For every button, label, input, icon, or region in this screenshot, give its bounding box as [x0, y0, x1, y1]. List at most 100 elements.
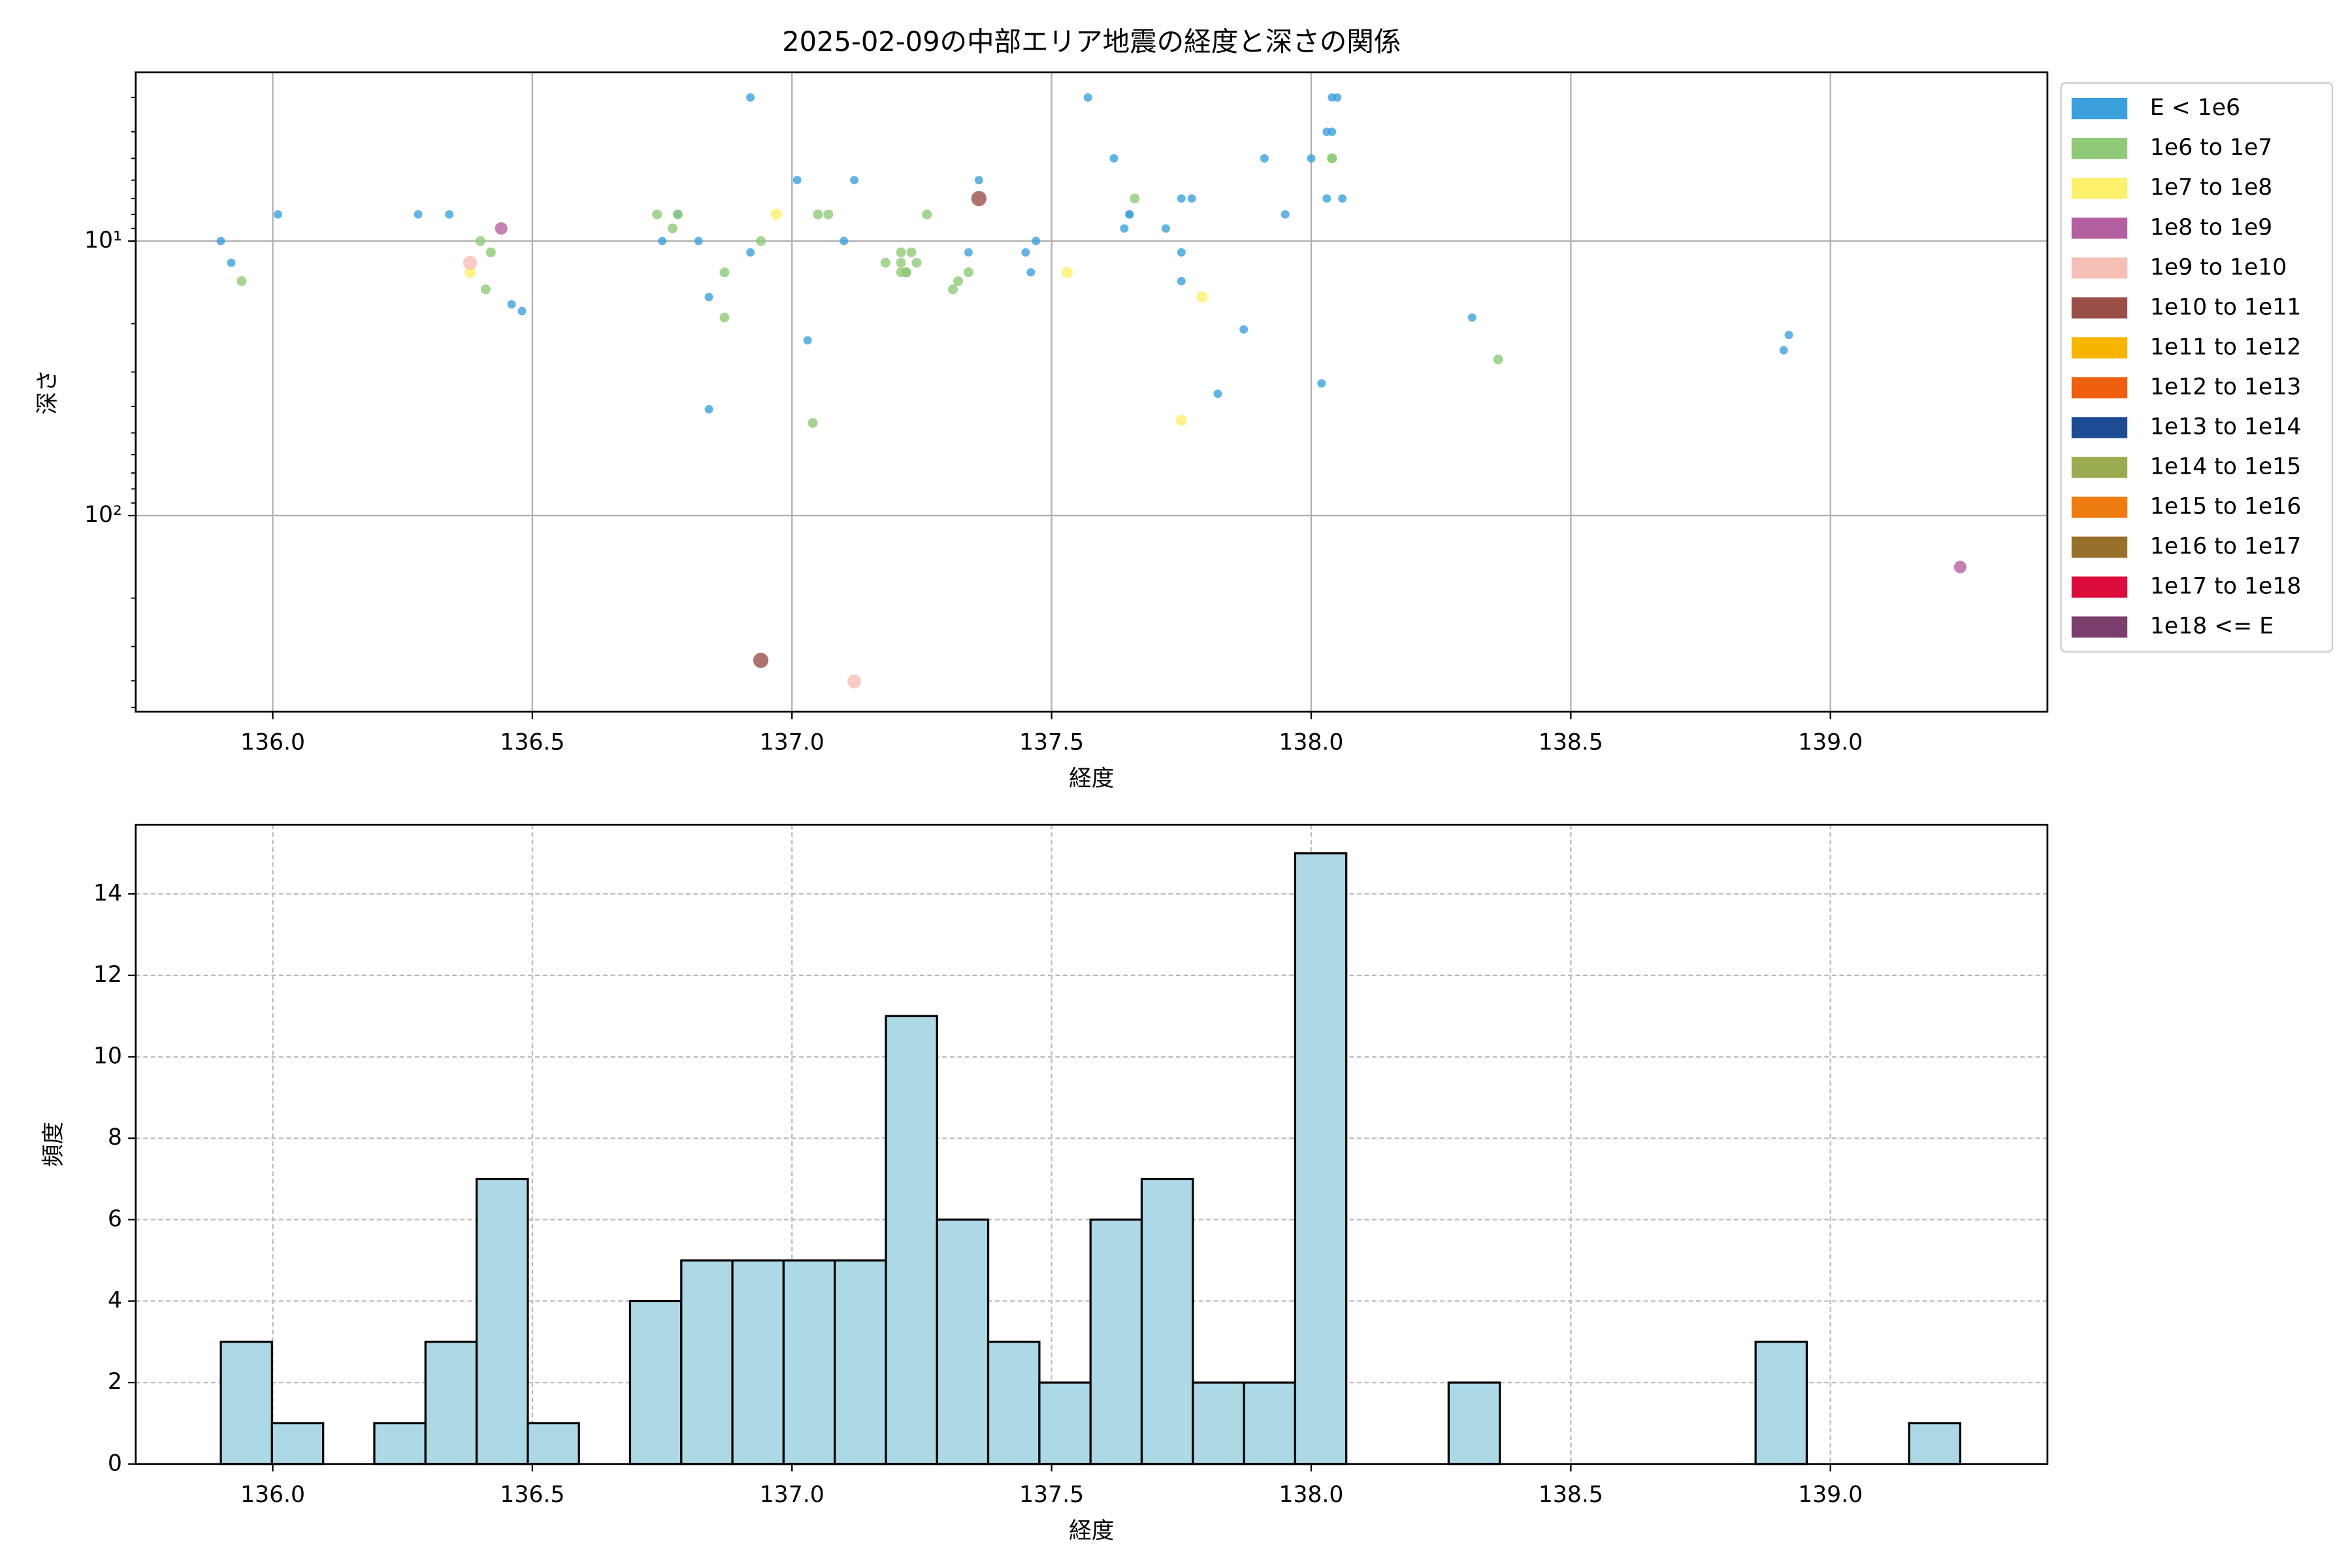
- point: [1213, 389, 1222, 399]
- point: [911, 257, 922, 268]
- point: [803, 336, 812, 345]
- point: [753, 653, 769, 668]
- bar: [527, 1422, 580, 1465]
- point: [672, 209, 683, 220]
- point: [808, 417, 818, 428]
- point: [704, 404, 713, 414]
- point: [1130, 193, 1140, 204]
- x-tick-label: 137.0: [760, 730, 825, 756]
- x-tick-label: 136.0: [240, 1482, 305, 1508]
- bar: [1140, 1177, 1194, 1465]
- y-tick-label: 6: [108, 1206, 122, 1232]
- legend-swatch: [2071, 616, 2128, 638]
- point: [480, 284, 491, 295]
- bar: [629, 1299, 683, 1465]
- point: [1196, 291, 1208, 303]
- point: [273, 210, 282, 219]
- point: [840, 237, 849, 246]
- point: [953, 276, 964, 286]
- point: [719, 267, 730, 278]
- x-tick-label: 136.0: [240, 730, 305, 756]
- legend-box: [2060, 82, 2334, 653]
- point: [719, 312, 730, 323]
- point: [901, 267, 911, 278]
- x-tick-label: 136.5: [500, 730, 564, 756]
- point: [1317, 379, 1326, 388]
- bar: [987, 1341, 1041, 1465]
- legend-label: 1e8 to 1e9: [2150, 214, 2272, 240]
- plot-frame: [135, 71, 2049, 713]
- point: [1032, 237, 1041, 246]
- bar: [373, 1422, 427, 1465]
- legend-swatch: [2071, 337, 2128, 359]
- bar: [1243, 1381, 1296, 1465]
- legend-swatch: [2071, 178, 2128, 199]
- point: [964, 248, 973, 257]
- x-tick-label: 137.0: [760, 1482, 825, 1508]
- legend-swatch: [2071, 297, 2128, 319]
- point: [475, 236, 485, 246]
- point: [896, 247, 906, 257]
- legend-swatch: [2071, 377, 2128, 399]
- point: [1307, 154, 1316, 163]
- point: [414, 210, 423, 219]
- y-tick-label: 2: [108, 1369, 122, 1395]
- legend-label: 1e10 to 1e11: [2150, 294, 2301, 320]
- point: [922, 209, 932, 220]
- point: [1125, 210, 1134, 219]
- point: [963, 267, 973, 278]
- bar: [1192, 1381, 1245, 1465]
- y-tick-label: 10²: [84, 502, 122, 528]
- x-axis-label: 経度: [1069, 1518, 1114, 1544]
- legend-label: 1e11 to 1e12: [2150, 334, 2301, 360]
- legend-label: 1e18 <= E: [2150, 613, 2274, 640]
- legend-label: 1e9 to 1e10: [2150, 254, 2287, 280]
- x-tick-label: 138.0: [1279, 1482, 1343, 1508]
- y-axis-label: 頻度: [41, 1122, 67, 1167]
- point: [1281, 210, 1290, 219]
- point: [1175, 414, 1187, 426]
- x-tick-label: 136.5: [500, 1482, 564, 1508]
- bar: [680, 1259, 734, 1465]
- bar: [1754, 1341, 1808, 1465]
- legend-label: 1e15 to 1e16: [2150, 494, 2301, 520]
- point: [1021, 248, 1030, 257]
- bar: [782, 1259, 836, 1465]
- legend-label: 1e13 to 1e14: [2150, 414, 2301, 440]
- bar: [1908, 1422, 1961, 1465]
- x-tick-label: 139.0: [1798, 730, 1863, 756]
- x-tick-label: 139.0: [1798, 1482, 1863, 1508]
- legend-swatch: [2071, 218, 2128, 239]
- point: [658, 237, 666, 246]
- chart-title: 2025-02-09の中部エリア地震の経度と深さの関係: [782, 25, 1401, 57]
- point: [1322, 194, 1331, 203]
- point: [1177, 194, 1186, 203]
- point: [704, 293, 713, 302]
- legend-swatch: [2071, 417, 2128, 438]
- point: [1784, 331, 1793, 340]
- y-tick-label: 10: [93, 1043, 122, 1070]
- legend-swatch: [2071, 457, 2128, 478]
- point: [880, 257, 890, 268]
- point: [1467, 313, 1477, 322]
- x-tick-label: 138.5: [1539, 730, 1603, 756]
- legend-label: 1e7 to 1e8: [2150, 174, 2272, 201]
- y-tick-label: 10¹: [84, 227, 122, 253]
- legend-label: 1e6 to 1e7: [2150, 135, 2272, 161]
- point: [948, 284, 958, 295]
- y-tick-label: 0: [108, 1450, 122, 1477]
- x-tick-label: 138.5: [1539, 1482, 1603, 1508]
- point: [1177, 276, 1186, 286]
- point: [485, 247, 496, 257]
- legend-label: 1e14 to 1e15: [2150, 453, 2301, 480]
- point: [1333, 93, 1342, 102]
- x-tick-label: 137.5: [1019, 1482, 1084, 1508]
- point: [463, 255, 478, 270]
- point: [517, 306, 527, 316]
- x-tick-label: 138.0: [1279, 730, 1343, 756]
- point: [1109, 154, 1119, 163]
- legend-swatch: [2071, 98, 2128, 120]
- point: [746, 248, 755, 257]
- bar: [270, 1422, 325, 1465]
